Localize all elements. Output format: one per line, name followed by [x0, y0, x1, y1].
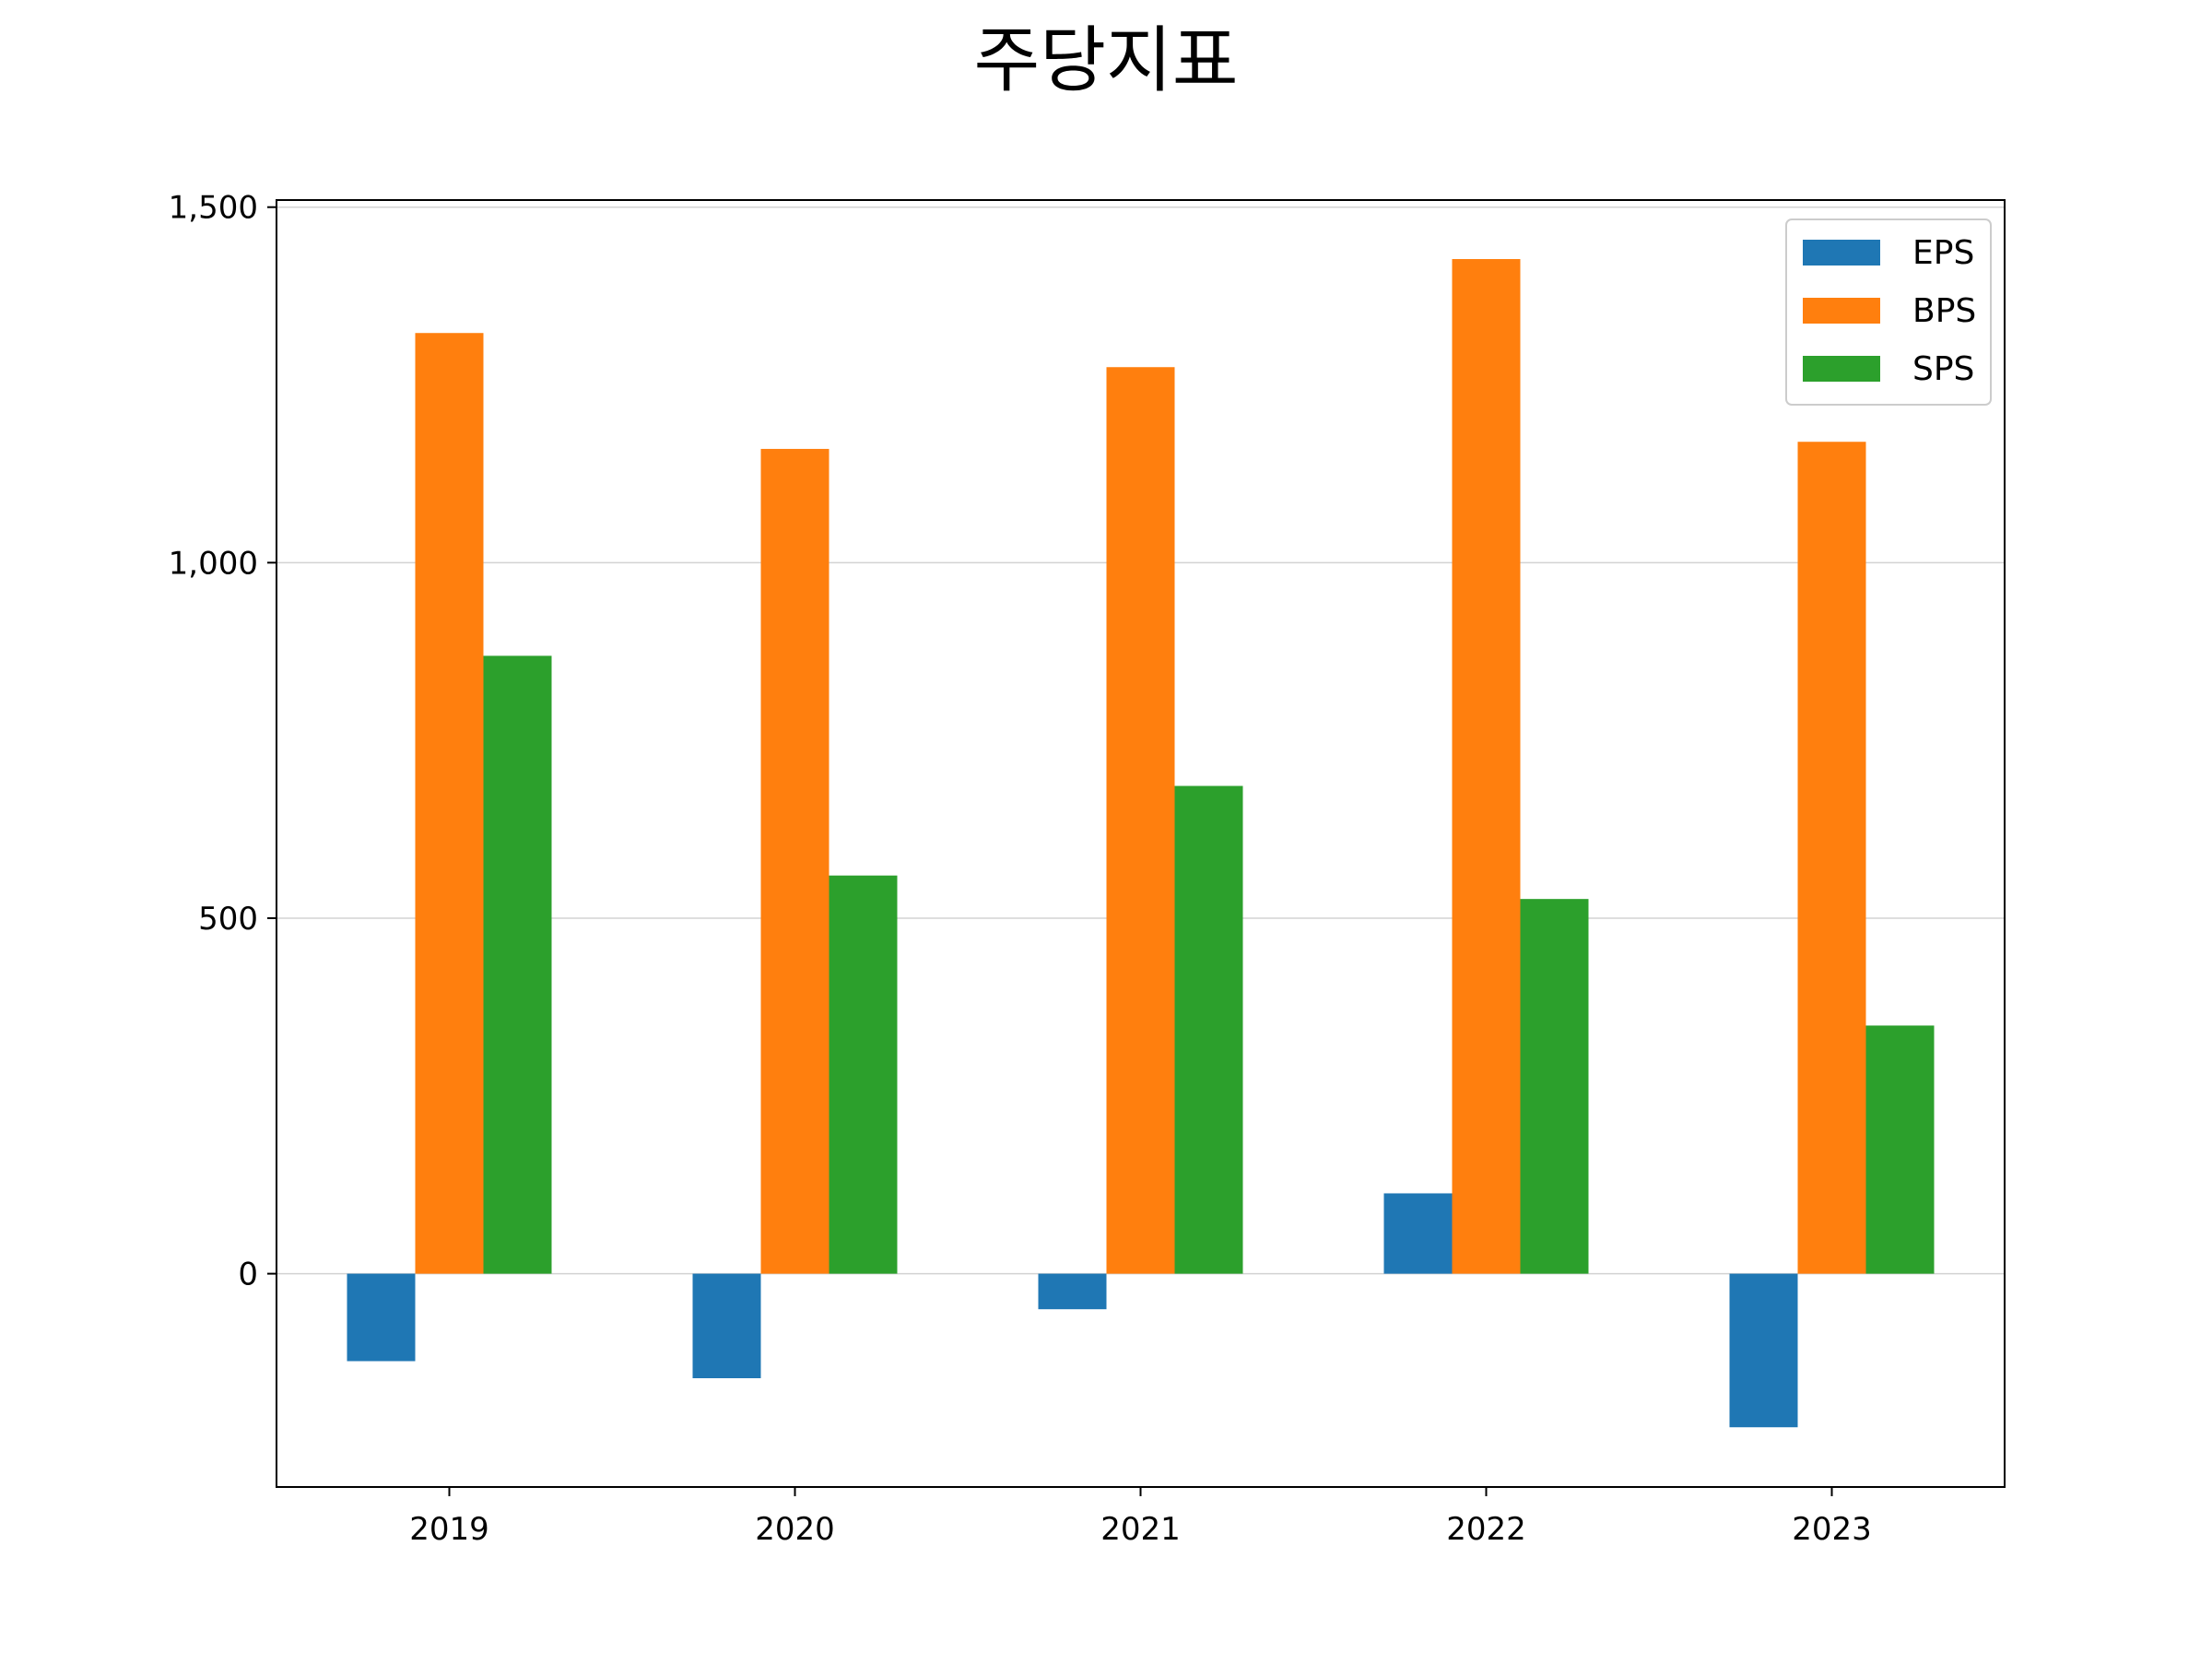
bar-eps-2020 — [692, 1273, 761, 1378]
bar-sps-2019 — [483, 655, 552, 1274]
legend-label-sps: SPS — [1912, 350, 1974, 388]
legend-label-eps: EPS — [1912, 234, 1974, 272]
bars-group — [347, 259, 1935, 1428]
bar-bps-2023 — [1797, 442, 1866, 1274]
y-tick-label: 1,500 — [169, 190, 258, 227]
bar-sps-2023 — [1865, 1025, 1935, 1274]
x-axis: 2019 2020 2021 2022 2023 — [409, 1487, 1872, 1548]
legend-swatch-sps — [1803, 356, 1880, 382]
legend-label-bps: BPS — [1912, 292, 1976, 330]
bar-eps-2021 — [1038, 1273, 1107, 1310]
y-tick-label: 500 — [198, 901, 258, 938]
bar-bps-2019 — [415, 333, 484, 1274]
y-axis: 0 500 1,000 1,500 — [169, 190, 276, 1293]
x-tick-label: 2020 — [755, 1511, 835, 1548]
y-tick-label: 1,000 — [169, 545, 258, 582]
legend-swatch-bps — [1803, 298, 1880, 324]
x-tick-label: 2019 — [409, 1511, 489, 1548]
x-tick-label: 2021 — [1100, 1511, 1181, 1548]
y-tick-label: 0 — [238, 1257, 258, 1293]
bar-sps-2022 — [1520, 899, 1589, 1274]
bar-bps-2021 — [1106, 367, 1175, 1274]
bar-eps-2023 — [1729, 1273, 1798, 1428]
bar-eps-2022 — [1383, 1193, 1453, 1274]
legend-swatch-eps — [1803, 240, 1880, 266]
bar-eps-2019 — [347, 1273, 416, 1362]
chart-title: 주당지표 — [973, 19, 1238, 102]
bar-bps-2022 — [1452, 259, 1521, 1274]
x-tick-label: 2023 — [1792, 1511, 1872, 1548]
bar-sps-2020 — [829, 875, 898, 1274]
bar-bps-2020 — [760, 448, 830, 1274]
bar-sps-2021 — [1174, 785, 1243, 1274]
x-tick-label: 2022 — [1446, 1511, 1526, 1548]
legend: EPS BPS SPS — [1785, 218, 1992, 406]
